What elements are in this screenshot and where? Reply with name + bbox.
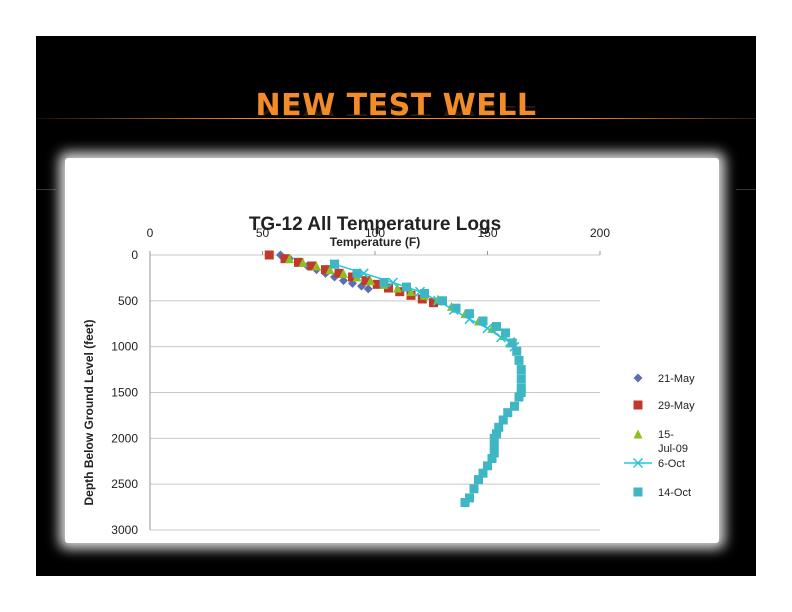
data-point-square (352, 268, 362, 278)
slide-title: NEW TEST WELL (255, 88, 537, 123)
legend-label: 14-Oct (658, 487, 691, 499)
legend-label: 29-May (658, 400, 695, 412)
y-tick-label: 2500 (111, 477, 138, 491)
y-tick-label: 1500 (111, 386, 138, 400)
y-tick-label: 2000 (111, 431, 138, 445)
data-point-square (633, 400, 643, 410)
y-tick-label: 1000 (111, 340, 138, 354)
data-point-triangle (393, 283, 402, 293)
data-point-square (494, 422, 504, 432)
data-point-diamond (339, 276, 348, 286)
data-point-triangle (285, 254, 294, 264)
data-point-square (514, 392, 524, 402)
data-point-square (489, 448, 499, 458)
data-point-square (516, 388, 526, 397)
data-point-triangle (325, 265, 335, 275)
data-point-square (280, 254, 290, 264)
data-point-square (264, 250, 274, 260)
data-point-square (510, 401, 519, 411)
data-point-square (420, 289, 429, 298)
legend-label: 21-May (658, 373, 695, 385)
data-point-square (294, 257, 303, 267)
data-point-triangle (298, 257, 308, 267)
data-point-square (379, 278, 389, 287)
data-point-square (483, 461, 492, 471)
data-point-diamond (363, 284, 373, 294)
data-point-triangle (633, 429, 643, 439)
data-point-square (516, 374, 526, 384)
data-point-square (465, 493, 474, 503)
chart-panel: TG-12 All Temperature Logs Temperature (F… (65, 158, 719, 543)
data-point-square (465, 309, 474, 319)
slide-title-reflection: NEW TEST WELL (255, 102, 537, 118)
data-point-diamond (357, 281, 366, 291)
data-point-square (489, 441, 499, 451)
data-point-square (501, 328, 510, 338)
data-point-x (387, 277, 399, 288)
data-point-square (438, 296, 447, 306)
data-point-square (478, 468, 488, 478)
x-tick-label: 100 (365, 226, 385, 240)
data-point-triangle (339, 268, 348, 278)
slide: NEW TEST WELL NEW TEST WELL TG-12 All Te… (36, 36, 756, 576)
data-point-square (474, 475, 483, 485)
data-point-square (372, 279, 382, 289)
data-point-square (492, 322, 501, 331)
y-tick-label: 3000 (111, 523, 138, 537)
data-point-square (469, 484, 479, 494)
x-tick-label: 0 (147, 226, 154, 240)
data-point-square (384, 283, 393, 293)
data-point-square (321, 265, 330, 275)
data-point-square (516, 383, 526, 393)
data-point-square (489, 433, 499, 443)
y-tick-label: 0 (131, 248, 138, 262)
data-point-square (429, 298, 438, 308)
data-point-diamond (633, 373, 643, 383)
data-point-square (503, 408, 513, 418)
data-point-square (487, 454, 497, 463)
chart-title: TG-12 All Temperature Logs (249, 214, 501, 235)
x-axis-title: Temperature (F) (330, 235, 420, 249)
legend-label: 6-Oct (658, 458, 685, 470)
data-point-triangle (366, 276, 375, 286)
data-point-square (507, 338, 517, 348)
data-point-square (516, 365, 526, 375)
data-point-square (460, 498, 470, 507)
data-point-square (492, 429, 501, 439)
data-point-triangle (406, 287, 416, 297)
data-point-square (512, 346, 522, 356)
x-tick-label: 150 (477, 226, 497, 240)
divider-line (36, 189, 56, 190)
data-point-square (361, 276, 371, 286)
data-point-x (632, 457, 644, 469)
data-point-square (478, 316, 488, 326)
data-point-square (402, 282, 411, 292)
legend-label: 15-Jul-09 (658, 429, 688, 455)
data-point-triangle (312, 261, 321, 271)
data-point-square (330, 259, 339, 269)
y-axis-title: Depth Below Ground Level (feet) (82, 319, 96, 505)
data-point-square (334, 268, 344, 278)
data-point-square (307, 261, 317, 271)
data-point-square (498, 415, 508, 425)
data-point-square (633, 487, 643, 497)
x-tick-label: 50 (256, 226, 270, 240)
data-point-square (514, 355, 524, 365)
x-tick-label: 200 (590, 226, 610, 240)
title-rule (36, 118, 756, 119)
y-tick-label: 500 (118, 294, 138, 308)
divider-line (736, 189, 756, 190)
data-point-square (451, 303, 461, 313)
